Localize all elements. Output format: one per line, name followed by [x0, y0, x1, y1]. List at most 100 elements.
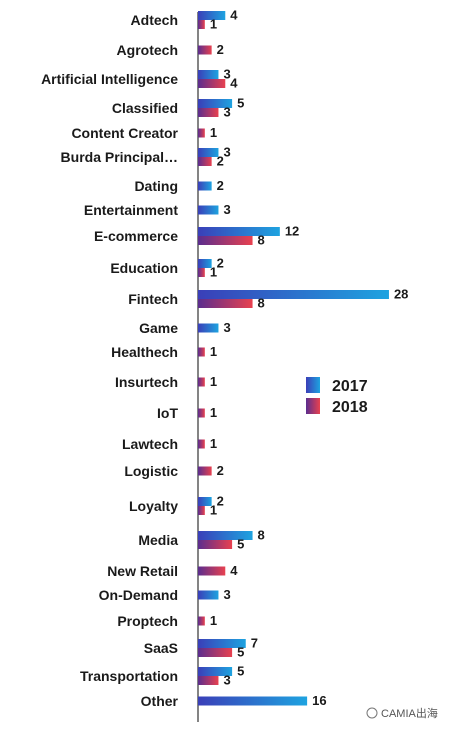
bar-2018 [198, 540, 233, 549]
bar-2018 [198, 648, 233, 657]
bar-2018 [198, 108, 219, 117]
value-label-2018: 5 [237, 537, 244, 552]
category-label: Agrotech [117, 42, 178, 58]
value-label-2017: 5 [237, 664, 244, 679]
category-label: IoT [157, 405, 178, 421]
value-label-2018: 4 [230, 76, 238, 91]
value-label-2018: 1 [210, 436, 217, 451]
value-label-2018: 4 [230, 563, 238, 578]
category-label: Healthech [111, 344, 178, 360]
value-label-2018: 1 [210, 613, 217, 628]
bar-2017 [198, 227, 280, 236]
bar-2018 [198, 45, 212, 55]
category-label: Transportation [80, 668, 178, 684]
value-label-2018: 1 [210, 405, 217, 420]
category-label: Game [139, 320, 178, 336]
bar-2017 [198, 205, 219, 215]
bar-2017 [198, 323, 219, 333]
bar-2018 [198, 616, 205, 626]
bar-2018 [198, 299, 253, 308]
category-label: SaaS [144, 640, 178, 656]
legend-swatch-2018 [306, 398, 320, 414]
wechat-icon [366, 707, 378, 719]
value-label-2018: 1 [210, 17, 217, 32]
category-label: Lawtech [122, 436, 178, 452]
bar-2018 [198, 676, 219, 685]
bar-2018 [198, 236, 253, 245]
bar-2017 [198, 531, 253, 540]
category-label: Other [141, 693, 179, 709]
bar-2017 [198, 667, 233, 676]
category-label: Classified [112, 100, 178, 116]
category-label: Content Creator [71, 125, 178, 141]
value-label-2018: 1 [210, 125, 217, 140]
bar-2018 [198, 466, 212, 476]
bar-2017 [198, 497, 212, 506]
bar-2018 [198, 506, 205, 515]
value-label-2017: 3 [223, 67, 230, 82]
category-label: Dating [134, 178, 178, 194]
value-label-2017: 3 [223, 202, 230, 217]
bar-2017 [198, 148, 219, 157]
category-label: New Retail [107, 563, 178, 579]
category-label: Fintech [128, 291, 178, 307]
value-label-2018: 2 [217, 463, 224, 478]
value-label-2018: 2 [217, 154, 224, 169]
value-label-2018: 1 [210, 374, 217, 389]
bar-2018 [198, 377, 205, 387]
value-label-2017: 2 [217, 494, 224, 509]
bar-2017 [198, 696, 308, 706]
legend: 2017 2018 [306, 377, 368, 416]
bar-2018 [198, 79, 226, 88]
value-label-2017: 3 [223, 320, 230, 335]
category-label: Entertainment [84, 202, 178, 218]
value-label-2017: 4 [230, 8, 238, 23]
bar-2018 [198, 347, 205, 357]
bar-2018 [198, 268, 205, 277]
value-label-2017: 3 [223, 145, 230, 160]
value-label-2017: 16 [312, 693, 326, 708]
bars-group [198, 11, 389, 706]
value-label-2017: 3 [223, 587, 230, 602]
bar-2017 [198, 639, 246, 648]
category-label: Insurtech [115, 374, 178, 390]
category-label: Logistic [124, 463, 178, 479]
bar-2017 [198, 181, 212, 191]
bar-2018 [198, 20, 205, 29]
bar-2018 [198, 157, 212, 166]
value-label-2018: 8 [258, 233, 265, 248]
category-label: Media [138, 532, 178, 548]
value-label-2018: 8 [258, 296, 265, 311]
watermark-text: CAMIA出海 [381, 706, 438, 720]
category-label: Adtech [131, 12, 178, 28]
bar-2017 [198, 259, 212, 268]
value-label-2018: 2 [217, 42, 224, 57]
category-label: Proptech [117, 613, 178, 629]
legend-label-2018: 2018 [332, 399, 368, 416]
legend-label-2017: 2017 [332, 378, 368, 395]
category-label: Education [110, 260, 178, 276]
bar-2018 [198, 408, 205, 418]
value-label-2018: 3 [223, 673, 230, 688]
legend-swatch-2017 [306, 377, 320, 393]
category-label: Burda Principal… [61, 149, 178, 165]
value-label-2018: 1 [210, 503, 217, 518]
value-label-2017: 8 [258, 528, 265, 543]
value-label-2018: 3 [223, 105, 230, 120]
category-label: Artificial Intelligence [41, 71, 178, 87]
value-label-2017: 7 [251, 636, 258, 651]
value-label-2018: 1 [210, 344, 217, 359]
bar-2018 [198, 566, 226, 576]
category-label: Loyalty [129, 498, 178, 514]
value-label-2017: 28 [394, 287, 408, 302]
value-label-2017: 12 [285, 224, 299, 239]
bar-2017 [198, 11, 226, 20]
bar-2017 [198, 70, 219, 79]
value-label-2017: 2 [217, 178, 224, 193]
value-label-2017: 5 [237, 96, 244, 111]
bar-2017 [198, 290, 389, 299]
category-label: On-Demand [99, 587, 178, 603]
bar-2017 [198, 590, 219, 600]
